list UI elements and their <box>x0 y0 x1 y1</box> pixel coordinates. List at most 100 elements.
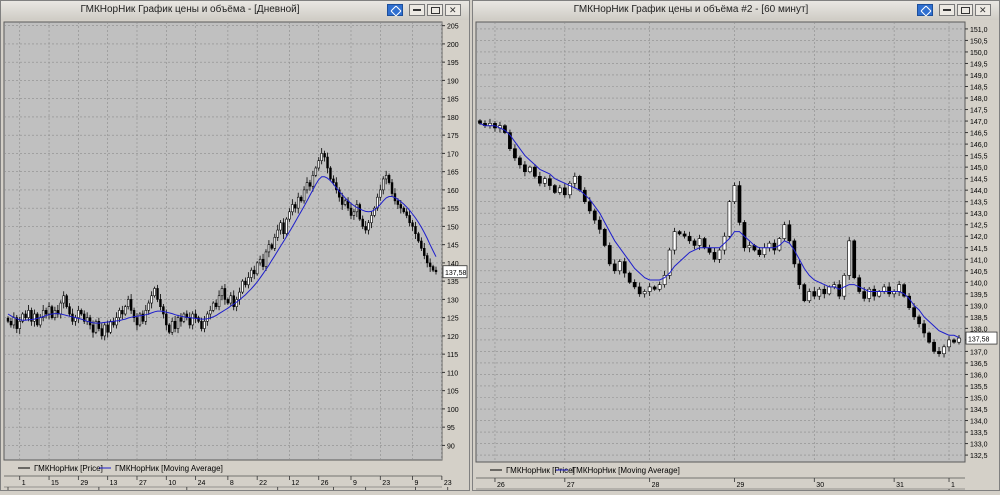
candle[interactable] <box>387 173 391 185</box>
candle[interactable] <box>597 216 602 234</box>
candle[interactable] <box>420 237 423 252</box>
candle[interactable] <box>247 272 250 289</box>
candle[interactable] <box>24 310 27 321</box>
candle[interactable] <box>533 164 537 179</box>
candle[interactable] <box>132 307 136 323</box>
candle[interactable] <box>907 293 911 310</box>
candle[interactable] <box>326 152 329 174</box>
candle[interactable] <box>932 339 936 354</box>
candle[interactable] <box>77 305 80 323</box>
candle[interactable] <box>282 218 285 240</box>
candle[interactable] <box>250 267 253 282</box>
candle[interactable] <box>672 227 677 255</box>
candle[interactable] <box>622 257 627 278</box>
daily-chart-titlebar[interactable]: ГМКНорНик График цены и объёма - [Дневно… <box>1 1 469 21</box>
candle[interactable] <box>367 220 370 235</box>
candle[interactable] <box>308 179 312 191</box>
candle[interactable] <box>226 297 230 305</box>
candle[interactable] <box>267 240 271 258</box>
candle[interactable] <box>518 155 522 169</box>
pin-icon[interactable] <box>917 4 933 17</box>
candle[interactable] <box>642 289 647 298</box>
candle[interactable] <box>159 294 162 311</box>
candle[interactable] <box>652 285 657 291</box>
candle[interactable] <box>557 184 562 195</box>
candle[interactable] <box>223 283 227 305</box>
candle[interactable] <box>200 317 203 332</box>
candle[interactable] <box>100 323 104 340</box>
candle[interactable] <box>15 314 19 334</box>
candle[interactable] <box>176 314 180 334</box>
candle[interactable] <box>682 230 687 239</box>
candle[interactable] <box>261 253 265 271</box>
candle[interactable] <box>21 312 24 324</box>
candle[interactable] <box>165 309 168 331</box>
candle[interactable] <box>637 282 642 297</box>
candle[interactable] <box>255 261 259 276</box>
candle[interactable] <box>364 221 367 234</box>
candle[interactable] <box>647 283 652 297</box>
candle[interactable] <box>299 195 303 203</box>
candle[interactable] <box>150 291 153 309</box>
candle[interactable] <box>408 210 411 227</box>
candle[interactable] <box>922 320 926 338</box>
plot-area[interactable] <box>475 21 966 463</box>
candle[interactable] <box>118 307 121 323</box>
candle[interactable] <box>253 265 256 280</box>
candle[interactable] <box>279 220 282 235</box>
candle[interactable] <box>241 279 244 294</box>
candle[interactable] <box>782 221 787 241</box>
candle[interactable] <box>41 305 45 322</box>
candle[interactable] <box>194 309 197 323</box>
candle[interactable] <box>523 161 527 177</box>
candle[interactable] <box>121 305 124 320</box>
candle[interactable] <box>957 335 961 345</box>
candle[interactable] <box>425 252 429 268</box>
candle[interactable] <box>270 242 274 251</box>
candle[interactable] <box>340 192 344 210</box>
candle[interactable] <box>6 316 10 324</box>
candle[interactable] <box>807 288 812 304</box>
candle[interactable] <box>370 210 373 229</box>
candle[interactable] <box>543 176 547 187</box>
candle[interactable] <box>264 249 268 272</box>
candle[interactable] <box>302 186 306 204</box>
candle[interactable] <box>296 192 300 214</box>
candle[interactable] <box>82 310 86 325</box>
candle[interactable] <box>129 294 133 314</box>
candle[interactable] <box>343 199 347 207</box>
candle[interactable] <box>757 247 762 257</box>
close-button[interactable]: ✕ <box>445 4 461 16</box>
candle[interactable] <box>97 317 101 332</box>
candle[interactable] <box>94 319 98 335</box>
candle[interactable] <box>562 183 567 198</box>
candle[interactable] <box>173 315 177 333</box>
candle[interactable] <box>417 231 420 243</box>
candle[interactable] <box>592 208 597 224</box>
candle[interactable] <box>156 284 159 303</box>
candle[interactable] <box>80 308 83 316</box>
candle[interactable] <box>285 217 288 236</box>
candle[interactable] <box>552 184 557 195</box>
candle[interactable] <box>402 206 405 214</box>
candle[interactable] <box>288 208 291 222</box>
candle[interactable] <box>852 239 857 280</box>
daily-price-chart[interactable]: 90 95 100 105 110 115 120 125 130 135 140 145 150 155… <box>1 20 469 495</box>
candle[interactable] <box>692 238 697 250</box>
candle[interactable] <box>373 206 376 218</box>
candle[interactable] <box>503 124 507 135</box>
candle[interactable] <box>867 286 872 303</box>
candle[interactable] <box>62 291 65 309</box>
candle[interactable] <box>382 176 385 195</box>
candle[interactable] <box>244 277 247 288</box>
candle[interactable] <box>30 307 33 326</box>
candle[interactable] <box>612 259 617 274</box>
candle[interactable] <box>317 157 320 171</box>
candle[interactable] <box>627 271 632 284</box>
candle[interactable] <box>547 174 552 191</box>
candle[interactable] <box>323 150 326 162</box>
candle[interactable] <box>662 270 667 288</box>
candle[interactable] <box>314 166 318 178</box>
candle[interactable] <box>27 305 30 322</box>
candle[interactable] <box>361 215 364 230</box>
